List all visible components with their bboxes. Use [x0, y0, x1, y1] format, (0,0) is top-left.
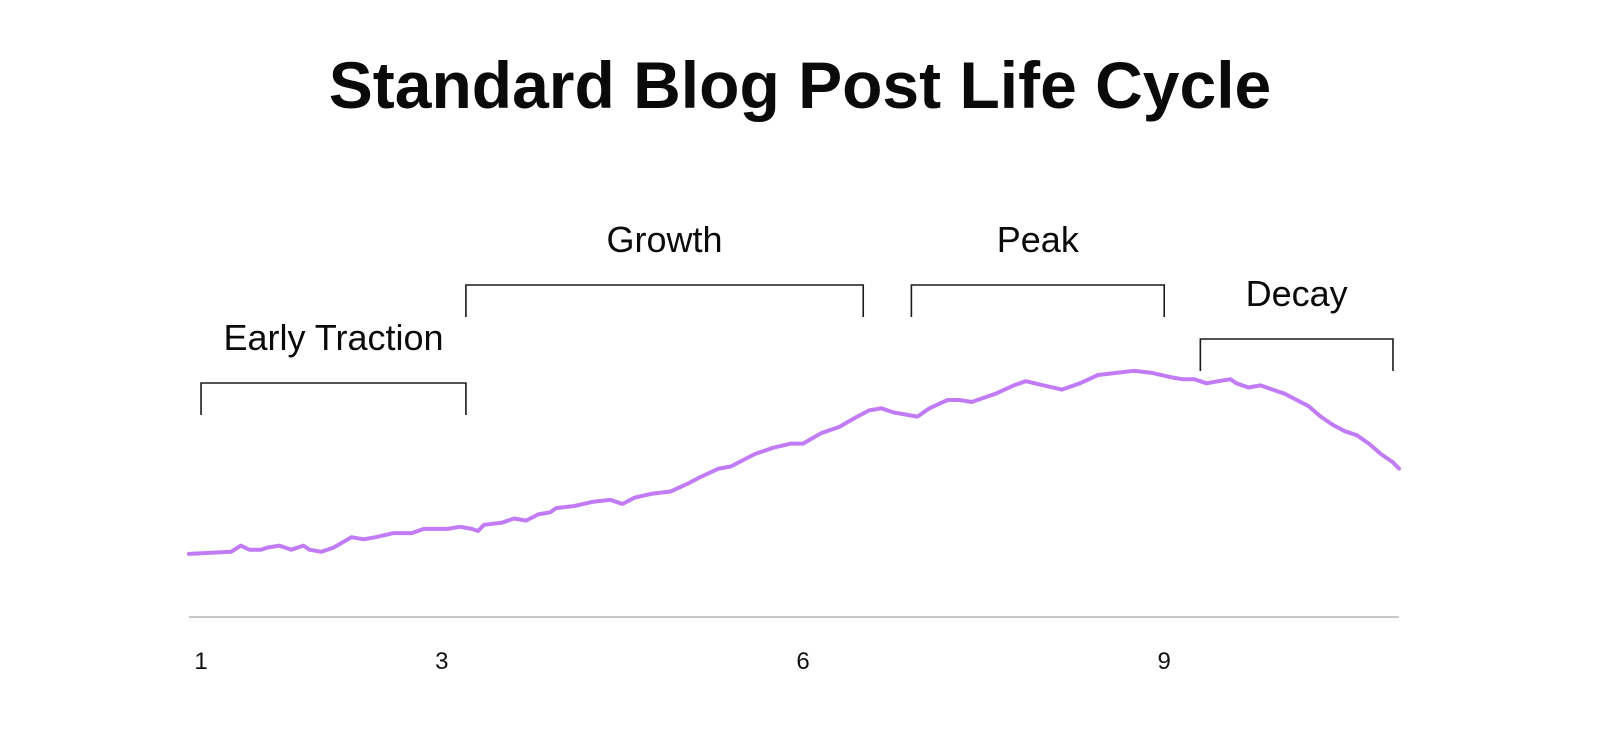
chart-title: Standard Blog Post Life Cycle — [329, 48, 1272, 122]
phase-bracket-decay — [1199, 338, 1394, 371]
series-line — [187, 368, 1401, 556]
x-tick-label: 1 — [194, 648, 207, 675]
phase-label-decay: Decay — [1246, 273, 1348, 314]
x-tick-label: 9 — [1158, 648, 1171, 675]
phase-labels: Early Traction Growth Peak Decay — [223, 219, 1347, 358]
x-tick-labels: 1 3 6 9 — [194, 648, 1171, 675]
phase-brackets — [200, 284, 1394, 415]
phase-bracket-growth — [465, 284, 865, 317]
phase-label-peak: Peak — [997, 219, 1080, 260]
phase-label-growth: Growth — [607, 219, 723, 260]
series-layer — [187, 368, 1401, 556]
phase-bracket-peak — [910, 284, 1166, 317]
phase-label-early-traction: Early Traction — [223, 317, 443, 358]
phase-bracket-early-traction — [200, 382, 467, 415]
x-tick-label: 3 — [435, 648, 448, 675]
x-tick-label: 6 — [796, 648, 809, 675]
